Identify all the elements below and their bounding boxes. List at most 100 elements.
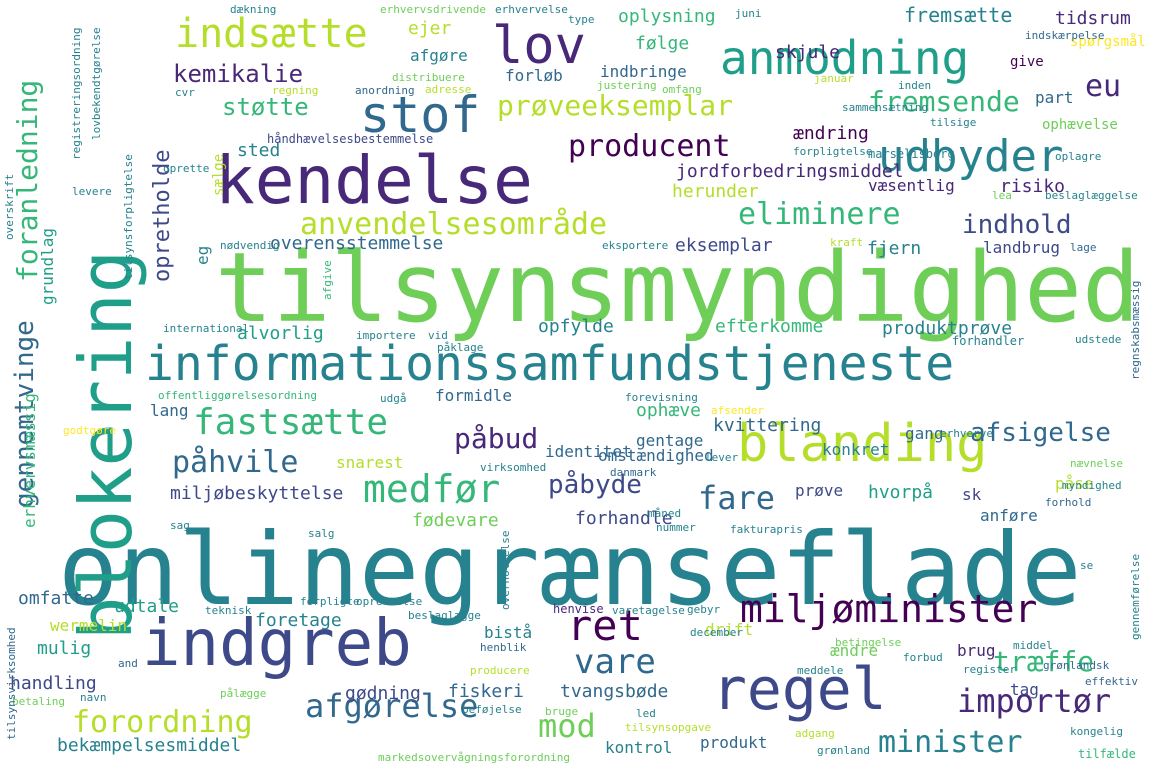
word-43: fremsætte	[904, 3, 1013, 27]
word-100: gødning	[345, 683, 421, 704]
word-78: snarest	[336, 453, 404, 472]
word-74: omstændighed	[598, 446, 714, 465]
word-113: offentliggørelsesordning	[158, 389, 317, 402]
word-133: henblik	[480, 641, 527, 654]
word-131: beslaglægge	[408, 609, 481, 622]
word-188: registreringsordning	[70, 27, 83, 160]
word-12: udbyder	[878, 131, 1064, 182]
word-121: nummer	[656, 521, 696, 534]
word-24: fare	[698, 479, 776, 517]
word-105: erhvervsmæssig	[20, 393, 39, 528]
word-159: erhvervsdrivende	[380, 3, 486, 16]
word-154: nævnelse	[1070, 457, 1123, 470]
word-7: blanding	[737, 414, 988, 474]
word-111: forhandler	[952, 334, 1025, 348]
word-72: kvittering	[713, 415, 822, 436]
word-174: sammensætning	[842, 101, 929, 114]
word-29: anvendelsesområde	[300, 207, 608, 242]
word-81: prøve	[795, 481, 844, 500]
word-27: prøveeksemplar	[497, 89, 734, 122]
word-37: eu	[1085, 69, 1122, 104]
word-127: varetagelse	[612, 604, 685, 617]
word-168: omfang	[662, 83, 702, 96]
word-152: and	[118, 657, 138, 670]
word-172: cvr	[175, 86, 195, 99]
word-162: juni	[735, 7, 762, 20]
word-71: ophæve	[636, 400, 702, 421]
word-117: godtgøre	[63, 424, 116, 437]
word-184: lage	[1070, 241, 1097, 254]
word-141: betaling	[12, 695, 65, 708]
word-151: tilfælde	[1078, 747, 1136, 761]
word-182: eksportere	[602, 239, 669, 252]
word-61: overensstemmelse	[270, 233, 444, 254]
word-122: fakturapris	[730, 523, 803, 536]
word-146: tilsynsopgave	[625, 721, 712, 734]
word-68: produktprøve	[882, 318, 1013, 339]
word-156: myndighed	[1062, 479, 1122, 492]
word-31: påhvile	[172, 445, 299, 480]
word-163: indskærpelse	[1025, 29, 1105, 42]
word-35: støtte	[222, 93, 309, 121]
word-118: virksomhed	[480, 461, 547, 474]
word-38: indhold	[962, 210, 1072, 240]
word-9: lov	[492, 16, 586, 76]
word-90: wermelin	[50, 616, 128, 635]
word-138: producere	[470, 664, 530, 677]
word-130: oprettelse	[356, 595, 423, 608]
word-88: udtale	[114, 596, 180, 617]
word-60: risiko	[1000, 176, 1066, 197]
word-75: identitet	[545, 442, 632, 461]
word-143: beføjelse	[462, 703, 522, 716]
word-99: tag	[1010, 680, 1039, 699]
word-11: anmodning	[720, 31, 970, 85]
word-175: håndhævelsesbestemmelse	[267, 132, 434, 146]
word-63: fjern	[867, 238, 922, 259]
word-137: meddele	[797, 664, 844, 677]
word-123: sag	[170, 519, 190, 532]
word-34: træffe	[993, 645, 1095, 678]
word-79: miljøbeskyttelse	[170, 483, 344, 504]
word-186: oprette	[163, 162, 210, 175]
word-85: forhandle	[575, 508, 673, 529]
word-83: sk	[962, 485, 982, 504]
word-2: tilsynsmyndighed	[215, 232, 1140, 344]
word-165: anordning	[355, 84, 415, 97]
word-14: miljøminister	[740, 587, 1038, 631]
word-109: vid	[428, 329, 448, 342]
word-187: sælge	[211, 153, 227, 196]
word-3: blokering	[64, 249, 148, 640]
word-59: væsentlig	[868, 176, 955, 195]
word-167: justering	[597, 79, 657, 92]
word-64: landbrug	[983, 238, 1061, 257]
word-87: omfatte	[18, 588, 94, 609]
word-21: importør	[957, 682, 1112, 720]
word-82: påse	[1055, 474, 1094, 493]
word-198: udgå	[380, 392, 407, 405]
word-23: mod	[538, 707, 596, 745]
word-51: give	[1010, 54, 1044, 70]
word-194: gennemførelse	[1129, 553, 1142, 640]
word-116: erhverve	[940, 427, 993, 440]
word-93: ændre	[830, 641, 879, 660]
word-97: fiskeri	[448, 681, 524, 702]
word-32: påbyde	[548, 470, 642, 500]
word-70: lang	[150, 401, 189, 420]
word-181: nødvendig	[220, 239, 280, 252]
word-1: onlinegrænseflade	[58, 511, 1082, 628]
word-76: konkret	[822, 440, 890, 459]
word-147: markedsovervågningsforordning	[378, 751, 571, 764]
word-115: afsender	[711, 404, 764, 417]
word-104: grundlag	[38, 227, 57, 305]
word-119: danmark	[610, 466, 657, 479]
word-16: medfør	[363, 467, 501, 511]
word-73: gentage	[636, 431, 704, 450]
word-28: producent	[568, 129, 731, 164]
word-20: forordning	[72, 705, 253, 740]
word-120: måned	[648, 507, 682, 520]
word-193: regnskabsmæssig	[1129, 280, 1142, 380]
word-190: tilsynsforpligtelse	[122, 154, 135, 280]
word-92: mulig	[37, 638, 92, 659]
word-47: følge	[635, 33, 690, 54]
